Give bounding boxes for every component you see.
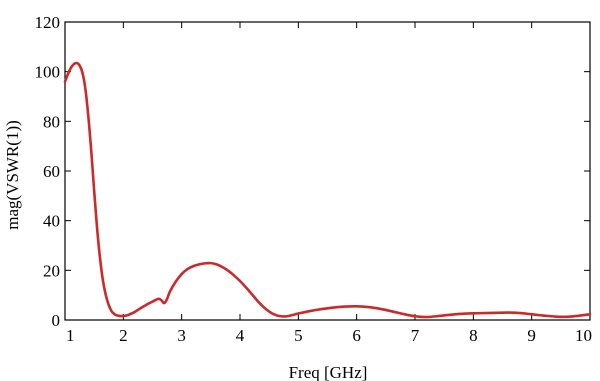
y-tick-label: 20 <box>43 261 60 280</box>
x-tick-label: 4 <box>236 326 245 345</box>
x-tick-label: 3 <box>177 326 186 345</box>
x-axis-label: Freq [GHz] <box>289 363 368 381</box>
x-tick-label: 8 <box>469 326 478 345</box>
x-tick-label: 7 <box>411 326 420 345</box>
y-tick-label: 80 <box>43 112 60 131</box>
y-axis-label: mag(VSWR(1)) <box>3 120 22 230</box>
x-tick-label: 5 <box>294 326 303 345</box>
series-layer <box>63 61 592 319</box>
x-tick-label: 1 <box>66 326 75 345</box>
y-tick-label: 0 <box>52 311 61 330</box>
plot-border <box>64 21 591 321</box>
y-axis-ticks: 0 20 40 60 80 100 120 <box>35 13 590 330</box>
y-tick-label: 100 <box>35 63 61 82</box>
y-tick-label: 40 <box>43 212 60 231</box>
y-tick-label: 60 <box>43 162 60 181</box>
plot-frame <box>64 21 591 321</box>
x-axis-ticks: 1 2 3 4 5 6 7 8 9 10 <box>64 22 592 345</box>
series-line-0 <box>63 61 592 319</box>
x-tick-label: 6 <box>352 326 361 345</box>
y-tick-label: 120 <box>35 13 61 32</box>
x-tick-label: 2 <box>119 326 128 345</box>
x-tick-label: 9 <box>527 326 536 345</box>
x-tick-label: 10 <box>575 326 592 345</box>
